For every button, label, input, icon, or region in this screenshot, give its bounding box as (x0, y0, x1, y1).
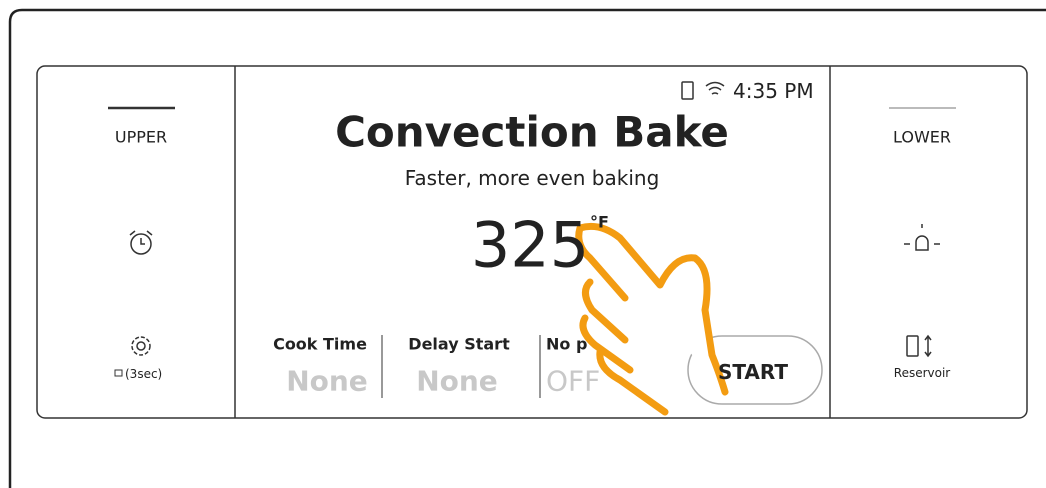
temperature[interactable]: 325 (471, 209, 589, 282)
start-label[interactable]: START (718, 360, 788, 384)
reservoir-icon[interactable] (907, 336, 931, 356)
mode-title: Convection Bake (335, 108, 729, 157)
reservoir-label: Reservoir (894, 366, 950, 380)
page: UPPER (3sec) LOWER Reservoir 4:35 PM Con… (0, 0, 1046, 488)
clock: 4:35 PM (733, 79, 814, 103)
temperature-unit: °F (590, 213, 609, 232)
mode-subtitle: Faster, more even baking (405, 166, 660, 190)
option-value[interactable]: None (286, 365, 368, 398)
light-icon[interactable] (904, 224, 940, 250)
upper-label[interactable]: UPPER (115, 128, 167, 147)
lock-label: (3sec) (125, 367, 162, 381)
option-value[interactable]: None (416, 365, 498, 398)
timer-icon[interactable] (130, 231, 152, 254)
option-label[interactable]: Delay Start (408, 335, 509, 354)
settings-icon[interactable] (132, 337, 150, 355)
option-label[interactable]: Cook Time (273, 335, 367, 354)
lower-label[interactable]: LOWER (893, 128, 951, 147)
option-value[interactable]: OFF (546, 365, 600, 398)
status-icons (682, 82, 724, 99)
lock-icon (115, 370, 122, 376)
option-label[interactable]: No p (546, 335, 587, 354)
